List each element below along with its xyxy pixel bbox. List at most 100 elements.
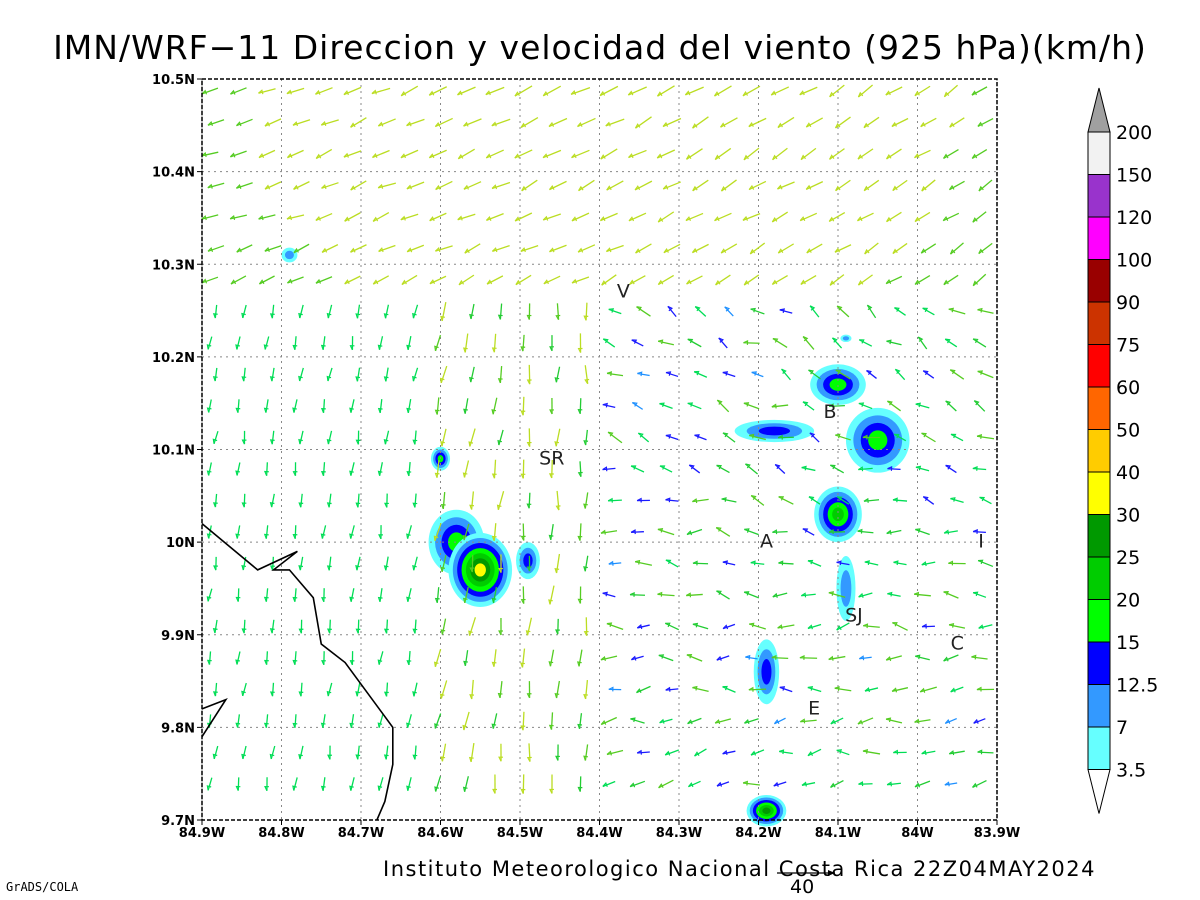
wind-arrow (777, 624, 795, 629)
wind-arrow (243, 493, 246, 508)
wind-arrow (493, 649, 497, 667)
wind-arrow (828, 592, 846, 598)
wind-arrow-head (549, 247, 555, 253)
wind-arrow (687, 338, 702, 348)
wind-arrow-head (744, 528, 750, 533)
wind-arrow-head (212, 502, 218, 508)
wind-arrow (271, 493, 275, 508)
wind-arrow-head (628, 216, 635, 222)
wind-arrow-head (463, 660, 468, 666)
wind-arrow (493, 523, 497, 541)
wind-arrow (287, 149, 304, 159)
colorbar-segment (1087, 429, 1111, 473)
wind-arrow (631, 402, 644, 410)
wind-arrow-head (263, 596, 269, 602)
wind-arrow-head (406, 184, 412, 190)
wind-arrow (414, 430, 417, 445)
wind-arrow-head (751, 371, 758, 376)
wind-arrow (457, 86, 476, 96)
wind-arrow-head (950, 369, 956, 375)
wind-arrow-head (605, 121, 611, 127)
wind-arrow (378, 714, 384, 728)
wind-arrow-head (601, 280, 607, 286)
wind-arrow-head (326, 375, 332, 382)
map-title: IMN/WRF−11 Direccion y velocidad del vie… (53, 28, 1147, 67)
wind-arrow-head (915, 654, 921, 660)
wind-arrow (600, 212, 618, 222)
wind-arrow (230, 275, 247, 285)
wind-arrow (892, 622, 908, 631)
wind-arrow-head (745, 654, 751, 660)
wind-arrow-head (555, 755, 560, 761)
wind-arrow-head (686, 653, 693, 659)
wind-arrow (214, 619, 218, 634)
wind-arrow-head (213, 565, 218, 571)
wind-arrow-head (298, 502, 304, 508)
wind-arrow (522, 523, 525, 541)
wind-arrow (945, 717, 957, 725)
wind-arrow-head (292, 596, 298, 602)
wind-arrow-head (771, 216, 778, 223)
wind-arrow (242, 304, 247, 319)
wind-arrow (724, 306, 734, 317)
wind-arrow-head (800, 592, 807, 598)
wind-arrow-head (412, 754, 418, 760)
wind-arrow (864, 561, 879, 566)
wind-arrow-head (887, 400, 893, 406)
wind-arrow-head (692, 560, 698, 566)
wind-arrow-head (554, 692, 560, 699)
wind-arrow (781, 368, 791, 381)
wind-arrow-head (828, 403, 834, 409)
wind-arrow-head (383, 376, 389, 382)
wind-arrow-head (864, 248, 870, 255)
wind-arrow (293, 777, 298, 791)
wind-arrow (436, 460, 440, 478)
wind-arrow-head (293, 247, 299, 254)
wind-arrow-head (241, 376, 247, 382)
wind-arrow-head (805, 122, 812, 128)
wind-arrow-head (692, 622, 699, 628)
wind-arrow-head (326, 690, 332, 697)
wind-arrow (579, 461, 582, 477)
wind-arrow-head (406, 121, 412, 127)
wind-arrow (799, 86, 818, 96)
wind-arrow-head (857, 719, 864, 725)
wind-arrow-head (807, 559, 814, 565)
wind-arrow-head (634, 123, 641, 129)
wind-arrow (665, 371, 679, 378)
wind-arrow (829, 84, 845, 98)
wind-arrow (542, 149, 562, 159)
wind-arrow (471, 679, 474, 700)
wind-arrow (777, 116, 795, 129)
wind-arrow-head (717, 399, 723, 405)
wind-arrow-head (263, 659, 269, 665)
wind-arrow-head (378, 247, 384, 253)
wind-arrow (972, 273, 987, 287)
wind-arrow (356, 367, 361, 382)
wind-arrow (265, 714, 269, 728)
wind-arrow (858, 402, 873, 410)
wind-arrow (836, 622, 850, 631)
colorbar-label: 120 (1116, 207, 1152, 229)
wind-arrow-head (298, 628, 304, 634)
wind-arrow (429, 212, 447, 222)
wind-arrow (887, 782, 901, 786)
wind-arrow (378, 777, 384, 791)
wind-arrow (492, 245, 510, 252)
wind-arrow (976, 435, 995, 440)
wind-arrow (356, 304, 361, 319)
wind-arrow-head (463, 408, 468, 414)
wind-arrow-head (895, 368, 901, 375)
x-tick-label: 84W (901, 826, 933, 841)
wind-arrow (864, 242, 879, 255)
wind-arrow (693, 371, 708, 378)
wind-arrow (299, 304, 304, 319)
colorbar-label: 60 (1116, 377, 1140, 399)
wind-arrow-head (942, 216, 949, 222)
wind-arrow-head (948, 750, 955, 756)
wind-arrow-head (799, 90, 805, 96)
wind-arrow (631, 339, 644, 347)
wind-arrow-head (771, 403, 777, 409)
wind-arrow (286, 214, 305, 220)
wind-arrow (687, 717, 702, 725)
